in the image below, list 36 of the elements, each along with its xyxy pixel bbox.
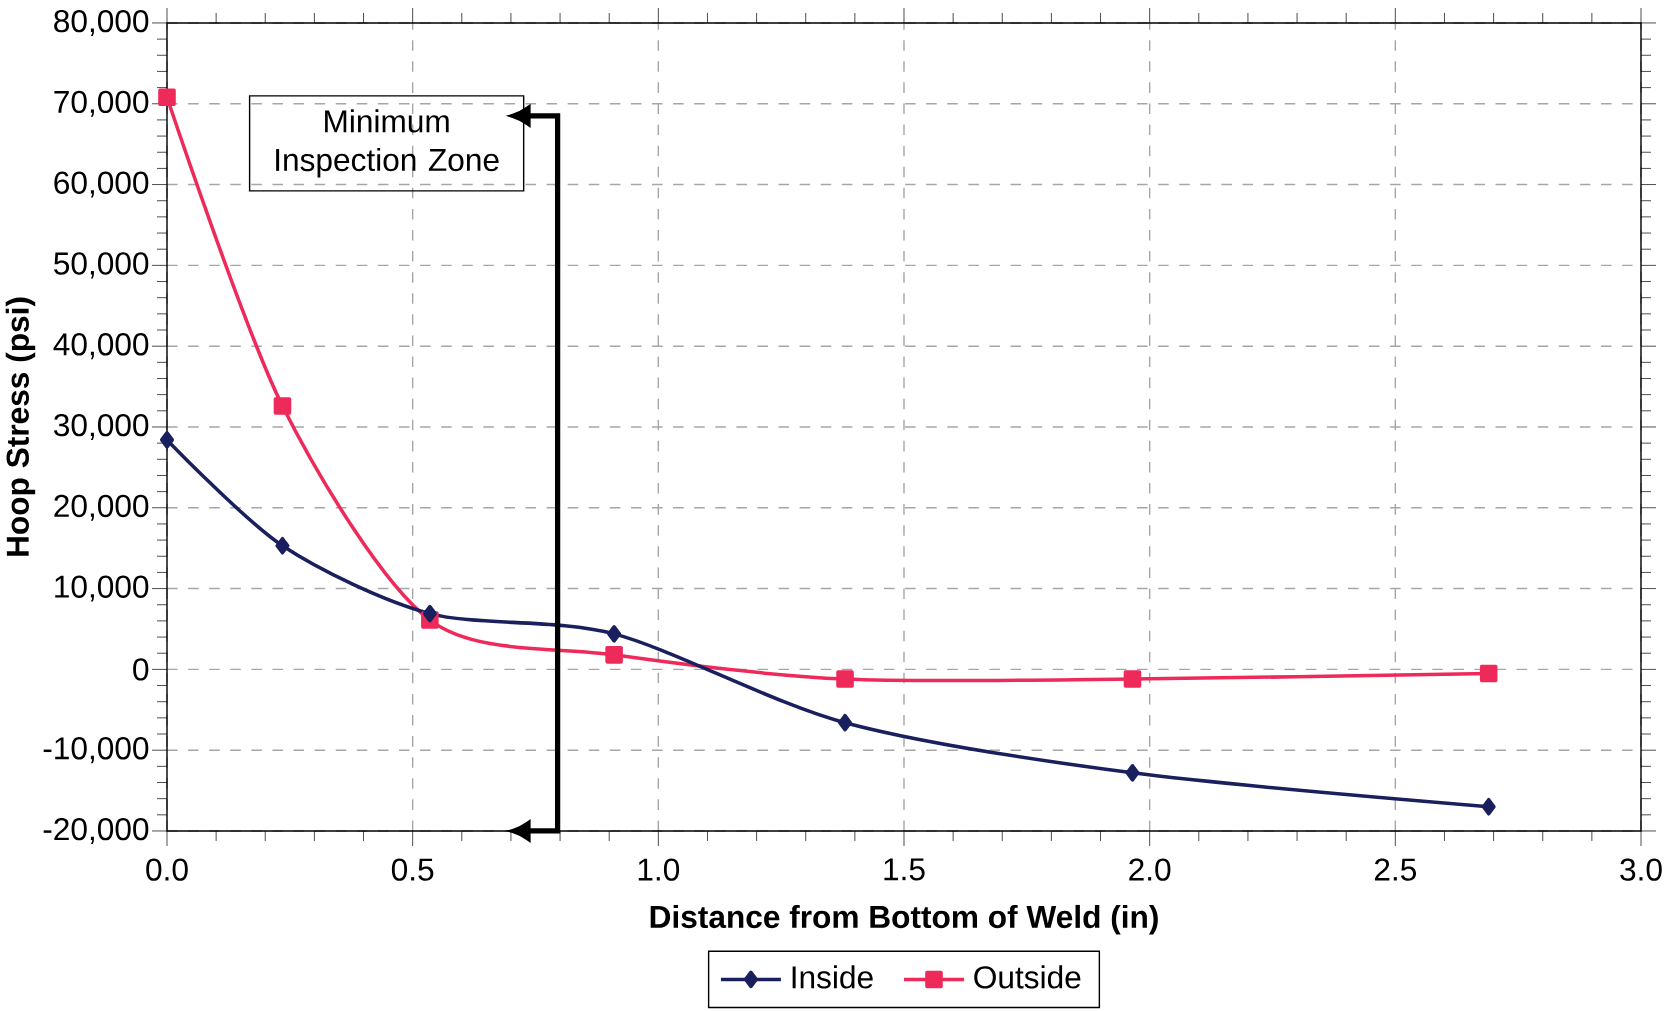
x-tick-label: 1.5	[884, 858, 925, 881]
point	[607, 625, 622, 643]
y-tick-label: -20,000	[43, 817, 149, 845]
x-tick-label: 0.5	[391, 858, 434, 881]
y-tick-label: -10,000	[43, 737, 149, 764]
point	[836, 670, 854, 688]
point	[1481, 797, 1496, 816]
y-tick-label: 60,000	[54, 171, 149, 198]
point	[1123, 670, 1142, 688]
x-tick-label: 3.0	[1620, 858, 1662, 881]
point	[605, 646, 623, 664]
y-tick-label: 30,000	[54, 413, 149, 441]
x-tick-label: 2.0	[1129, 858, 1171, 881]
y-tick-label: 80,000	[54, 9, 149, 36]
point	[838, 713, 853, 732]
x-tick-label: 2.5	[1374, 858, 1416, 881]
y-tick-label: 0	[133, 658, 149, 681]
point	[158, 88, 176, 107]
y-tick-label: 70,000	[54, 90, 149, 117]
y-axis-title: Hoop Stress (psi)	[5, 297, 36, 556]
y-tick-label: 40,000	[53, 333, 149, 360]
legend-label: Inside	[792, 965, 873, 989]
legend-label: Outside	[974, 965, 1081, 989]
annotation: Minimum Inspection Zone	[276, 109, 499, 178]
point	[275, 536, 290, 555]
x-tick-label: 1.0	[638, 858, 680, 881]
point	[273, 397, 292, 415]
x-axis-title: Distance from Bottom of Weld (in)	[650, 904, 1158, 935]
point	[422, 604, 437, 623]
y-tick-label: 50,000	[54, 252, 149, 279]
x-tick-label: 0.0	[146, 858, 188, 881]
y-tick-label: 10,000	[55, 575, 149, 602]
point	[1479, 664, 1498, 683]
point	[1125, 764, 1140, 782]
point	[159, 431, 175, 449]
y-tick-label: 20,000	[54, 494, 149, 521]
